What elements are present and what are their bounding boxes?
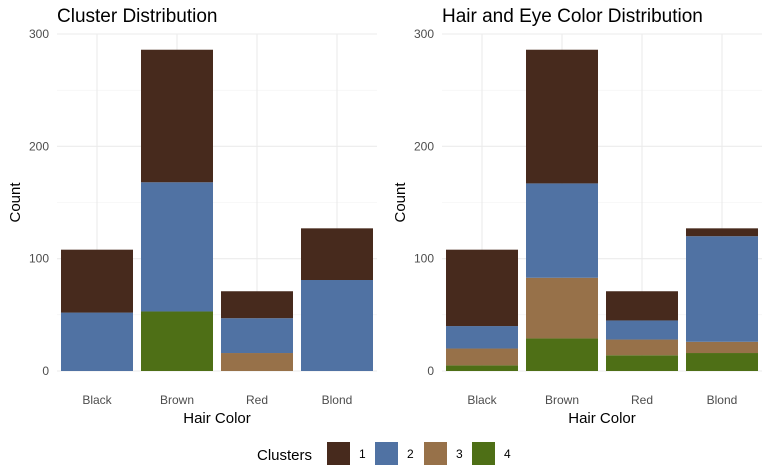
x-tick-label: Red	[246, 393, 268, 407]
y-tick-label: 0	[427, 364, 434, 378]
bar-black-cluster-1	[61, 249, 133, 313]
bar-brown-cluster-3	[526, 277, 598, 339]
bar-red-cluster-3	[221, 353, 293, 371]
bar-red-cluster-2	[221, 318, 293, 354]
y-tick-label: 200	[29, 139, 49, 153]
legend-title: Clusters	[257, 447, 312, 464]
bar-red-cluster-1	[221, 291, 293, 319]
bar-brown-cluster-1	[526, 49, 598, 184]
chart-title: Cluster Distribution	[57, 6, 218, 27]
legend-key-1	[327, 442, 350, 465]
bar-black-cluster-2	[446, 326, 518, 349]
bars	[61, 49, 373, 371]
bar-blond-cluster-2	[686, 236, 758, 342]
bar-black-cluster-2	[61, 312, 133, 371]
legend-label-4: 4	[504, 447, 511, 461]
legend-key-2	[375, 442, 398, 465]
legend-key-3	[424, 442, 447, 465]
x-tick-label: Brown	[160, 393, 194, 407]
x-tick-label: Black	[82, 393, 112, 407]
legend-label-2: 2	[407, 447, 414, 461]
bar-black-cluster-1	[446, 249, 518, 327]
bar-brown-cluster-1	[141, 49, 213, 183]
legend-label-1: 1	[359, 447, 366, 461]
bar-red-cluster-2	[606, 320, 678, 340]
bar-blond-cluster-4	[686, 353, 758, 371]
chart-title: Hair and Eye Color Distribution	[442, 6, 703, 27]
x-tick-label: Red	[631, 393, 653, 407]
x-axis-title: Hair Color	[568, 410, 636, 427]
bar-red-cluster-1	[606, 291, 678, 321]
bar-blond-cluster-1	[686, 228, 758, 237]
legend-label-3: 3	[456, 447, 463, 461]
bar-brown-cluster-2	[141, 182, 213, 312]
y-axis-title: Count	[392, 182, 409, 223]
y-tick-label: 100	[414, 252, 434, 266]
bar-blond-cluster-3	[686, 341, 758, 354]
x-axis-title: Hair Color	[183, 410, 251, 427]
y-tick-label: 200	[414, 139, 434, 153]
bar-blond-cluster-2	[301, 280, 373, 371]
bar-blond-cluster-1	[301, 228, 373, 281]
y-tick-label: 300	[414, 27, 434, 41]
bar-red-cluster-4	[606, 355, 678, 371]
bar-black-cluster-3	[446, 348, 518, 366]
x-tick-label: Blond	[322, 393, 353, 407]
x-tick-label: Blond	[707, 393, 738, 407]
x-tick-label: Black	[467, 393, 497, 407]
bar-red-cluster-3	[606, 339, 678, 356]
chart-panel-2: 0 100 200 300 Black Brown Red Blond Hair and Eye…	[392, 6, 762, 427]
bar-black-cluster-4	[446, 365, 518, 371]
x-tick-label: Brown	[545, 393, 579, 407]
bar-brown-cluster-2	[526, 183, 598, 278]
legend: Clusters 1 2 3 4	[257, 442, 511, 465]
chart-panel-1: 0 100 200 300 Black Brown Red Blond Cluster Dist…	[7, 6, 377, 427]
legend-key-4	[472, 442, 495, 465]
y-tick-label: 100	[29, 252, 49, 266]
bar-brown-cluster-4	[526, 338, 598, 371]
y-tick-label: 300	[29, 27, 49, 41]
y-tick-label: 0	[42, 364, 49, 378]
y-axis-title: Count	[7, 182, 24, 223]
bar-brown-cluster-4	[141, 311, 213, 371]
bars	[446, 49, 758, 371]
